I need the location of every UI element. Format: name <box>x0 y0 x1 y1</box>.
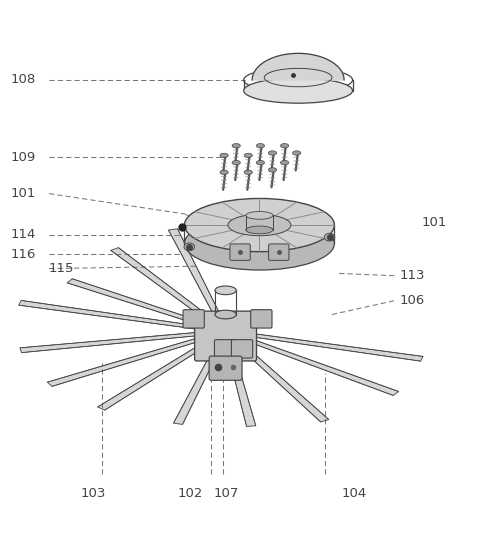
Polygon shape <box>97 331 227 410</box>
Ellipse shape <box>324 233 334 241</box>
Text: 101: 101 <box>10 187 36 200</box>
Ellipse shape <box>227 215 290 236</box>
Polygon shape <box>252 53 343 80</box>
Ellipse shape <box>256 144 264 148</box>
Ellipse shape <box>214 310 236 319</box>
Ellipse shape <box>220 170 228 175</box>
Polygon shape <box>173 331 228 424</box>
Text: 116: 116 <box>10 248 36 261</box>
Text: 104: 104 <box>341 487 366 500</box>
FancyBboxPatch shape <box>182 309 204 328</box>
Ellipse shape <box>214 286 236 295</box>
Ellipse shape <box>268 151 276 155</box>
Polygon shape <box>222 331 255 427</box>
Polygon shape <box>168 229 228 332</box>
FancyBboxPatch shape <box>250 309 272 328</box>
Ellipse shape <box>243 78 352 103</box>
Polygon shape <box>224 330 398 396</box>
Ellipse shape <box>184 198 333 251</box>
Ellipse shape <box>245 211 272 220</box>
Ellipse shape <box>292 151 300 155</box>
Text: 114: 114 <box>10 228 36 241</box>
FancyBboxPatch shape <box>231 340 252 358</box>
Polygon shape <box>110 248 227 332</box>
Ellipse shape <box>232 144 240 148</box>
Polygon shape <box>225 330 422 361</box>
Ellipse shape <box>268 168 276 172</box>
Ellipse shape <box>280 144 288 148</box>
Text: 103: 103 <box>80 487 106 500</box>
Ellipse shape <box>245 226 272 234</box>
Text: 101: 101 <box>421 216 446 229</box>
Text: 102: 102 <box>177 487 202 500</box>
Ellipse shape <box>243 170 252 175</box>
Polygon shape <box>19 300 226 333</box>
FancyBboxPatch shape <box>214 340 235 358</box>
Text: 106: 106 <box>399 294 424 307</box>
FancyBboxPatch shape <box>268 244 288 260</box>
Polygon shape <box>47 330 227 386</box>
FancyBboxPatch shape <box>229 244 250 260</box>
Ellipse shape <box>232 160 240 165</box>
FancyBboxPatch shape <box>209 356 242 380</box>
Ellipse shape <box>184 217 333 270</box>
Text: 108: 108 <box>10 74 35 87</box>
Ellipse shape <box>280 160 288 165</box>
Polygon shape <box>223 331 328 422</box>
Polygon shape <box>67 279 227 333</box>
Ellipse shape <box>243 153 252 158</box>
Ellipse shape <box>183 243 194 251</box>
Text: 113: 113 <box>399 269 424 282</box>
Ellipse shape <box>256 160 264 165</box>
Ellipse shape <box>220 153 228 158</box>
FancyBboxPatch shape <box>194 311 256 361</box>
Polygon shape <box>20 330 226 353</box>
Text: 109: 109 <box>10 151 35 164</box>
Text: 107: 107 <box>213 487 238 500</box>
Text: 115: 115 <box>49 262 75 275</box>
